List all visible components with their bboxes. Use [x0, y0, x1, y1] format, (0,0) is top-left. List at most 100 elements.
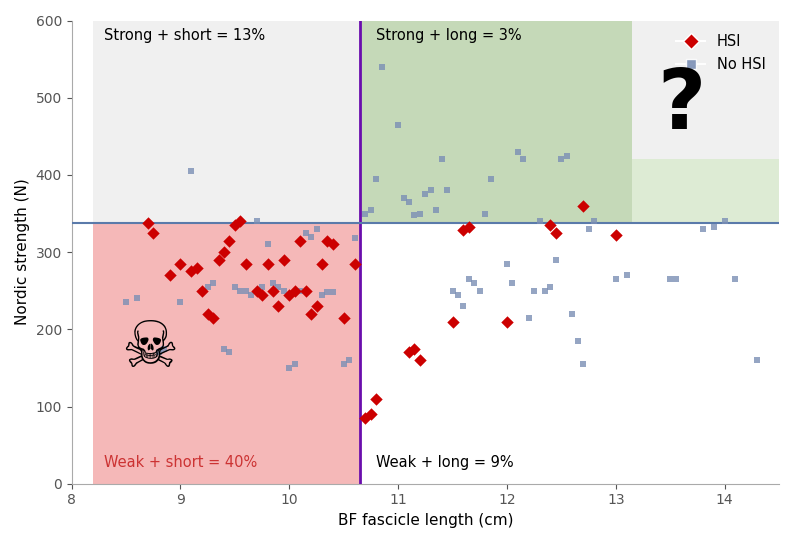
Point: [370, 394, 383, 403]
Text: Weak + long = 9%: Weak + long = 9%: [376, 455, 514, 470]
Point: [555, 155, 568, 164]
Point: [462, 223, 475, 232]
Point: [310, 225, 323, 233]
Point: [321, 288, 333, 296]
Point: [245, 290, 257, 299]
Point: [272, 282, 285, 291]
Point: [414, 209, 426, 218]
Point: [707, 223, 720, 232]
Point: [305, 310, 318, 318]
Point: [234, 286, 247, 295]
Point: [337, 313, 350, 322]
Point: [446, 317, 459, 326]
Point: [588, 217, 600, 225]
Point: [391, 121, 404, 129]
Point: [610, 275, 622, 283]
Point: [528, 286, 541, 295]
Point: [272, 302, 285, 311]
Point: [256, 290, 268, 299]
Point: [729, 275, 742, 283]
Point: [164, 271, 176, 280]
Point: [261, 240, 274, 249]
Point: [468, 279, 480, 287]
Point: [696, 225, 709, 233]
Point: [364, 205, 377, 214]
Point: [522, 313, 535, 322]
Point: [267, 279, 279, 287]
Point: [441, 186, 453, 195]
Point: [669, 275, 682, 283]
Bar: [360, 21, 632, 160]
Point: [484, 174, 497, 183]
Point: [425, 186, 437, 195]
Point: [240, 260, 252, 268]
Point: [719, 217, 731, 225]
Point: [751, 356, 764, 364]
Text: ☠: ☠: [121, 318, 179, 380]
Point: [250, 286, 263, 295]
Point: [408, 211, 421, 219]
Text: Strong + short = 13%: Strong + short = 13%: [104, 28, 265, 43]
Point: [310, 302, 323, 311]
Legend: HSI, No HSI: HSI, No HSI: [670, 28, 772, 78]
Point: [250, 217, 263, 225]
Point: [359, 414, 372, 422]
Point: [256, 282, 268, 291]
Point: [206, 313, 219, 322]
Point: [462, 275, 475, 283]
Point: [544, 282, 557, 291]
Bar: [94, 160, 360, 223]
Bar: [360, 160, 632, 223]
Point: [191, 263, 203, 272]
Point: [349, 234, 361, 243]
Point: [566, 310, 579, 318]
Point: [196, 286, 209, 295]
Point: [288, 286, 301, 295]
Point: [457, 302, 470, 311]
Point: [517, 155, 530, 164]
Point: [229, 282, 241, 291]
Point: [147, 229, 160, 237]
Point: [206, 279, 219, 287]
Point: [218, 248, 230, 256]
Point: [261, 260, 274, 268]
Point: [267, 286, 279, 295]
Point: [202, 310, 214, 318]
Point: [294, 236, 306, 245]
Point: [321, 236, 333, 245]
Bar: [94, 21, 779, 160]
Point: [343, 356, 356, 364]
Point: [234, 217, 247, 225]
Y-axis label: Nordic strength (N): Nordic strength (N): [15, 179, 30, 325]
Point: [185, 267, 198, 276]
Point: [349, 260, 361, 268]
Point: [403, 198, 415, 206]
Point: [414, 356, 426, 364]
Point: [576, 201, 589, 210]
Point: [283, 364, 295, 372]
Point: [500, 260, 513, 268]
Bar: [632, 160, 779, 223]
Point: [305, 232, 318, 241]
Point: [620, 271, 633, 280]
Point: [240, 286, 252, 295]
Point: [376, 62, 388, 71]
Point: [278, 256, 291, 264]
Point: [299, 286, 312, 295]
Point: [511, 147, 524, 156]
Bar: [94, 223, 360, 484]
Point: [479, 209, 491, 218]
Point: [315, 290, 328, 299]
Point: [223, 236, 236, 245]
Point: [185, 167, 198, 175]
Point: [534, 217, 546, 225]
Point: [408, 344, 421, 353]
Point: [278, 286, 291, 295]
Point: [359, 209, 372, 218]
Point: [120, 298, 133, 307]
Point: [337, 359, 350, 368]
Point: [561, 151, 573, 160]
Point: [572, 337, 584, 345]
Point: [549, 256, 562, 264]
Point: [158, 344, 171, 353]
